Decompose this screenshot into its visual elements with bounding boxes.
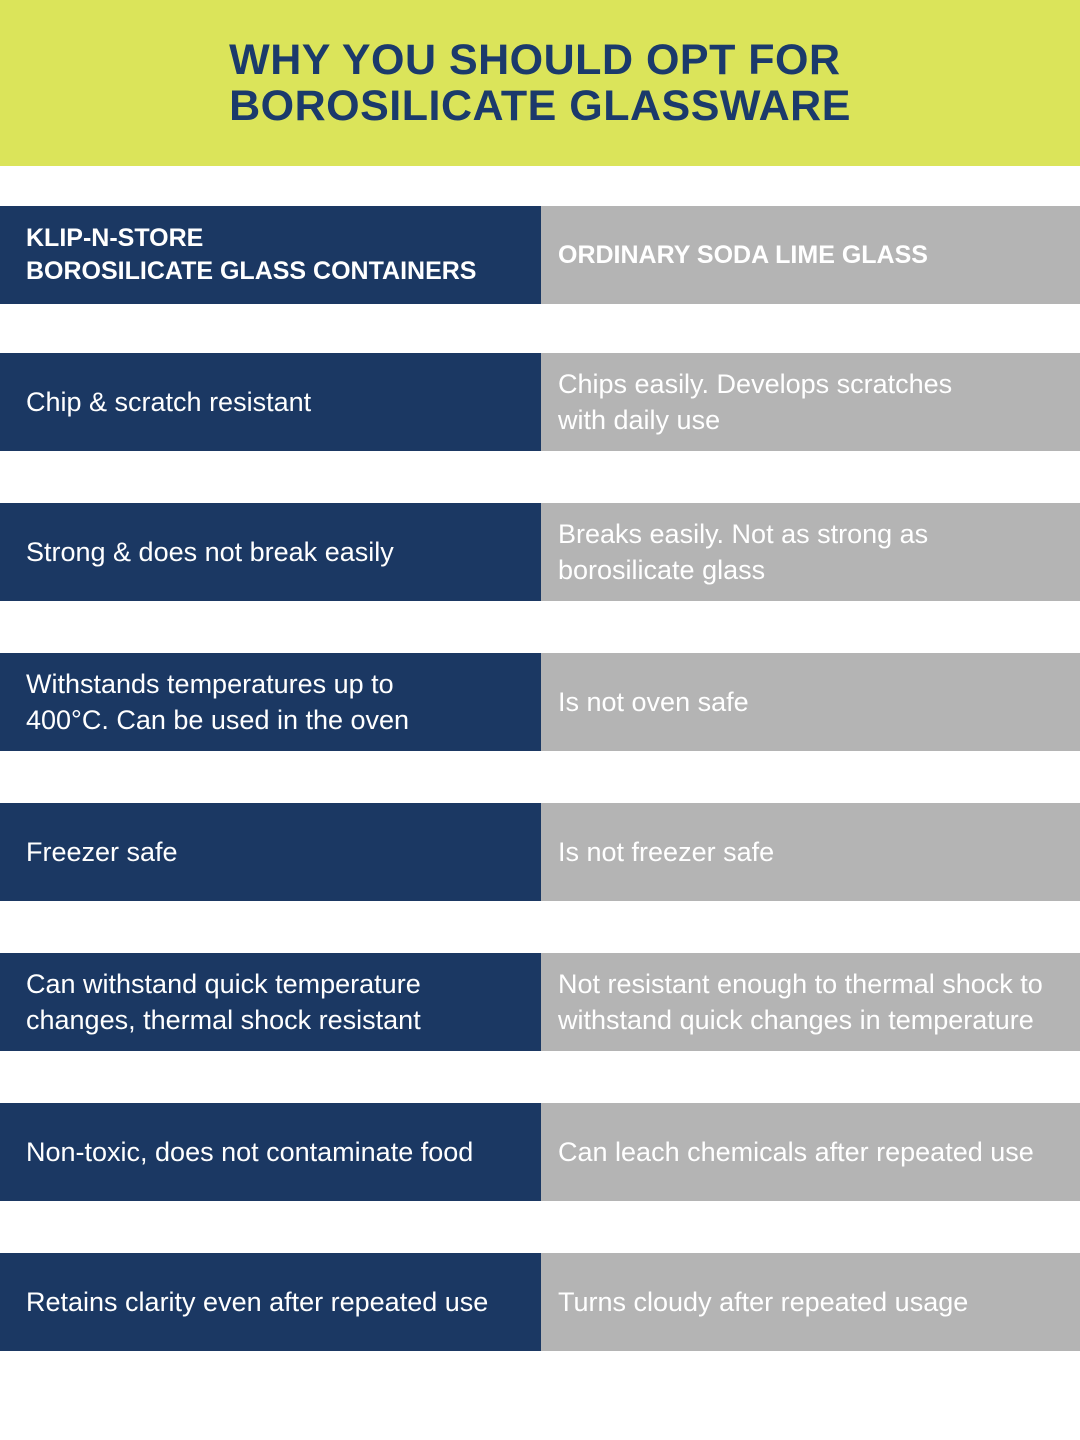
table-header: KLIP-N-STORE BOROSILICATE GLASS CONTAINER… <box>0 206 1080 304</box>
header-left-line-2: BOROSILICATE GLASS CONTAINERS <box>26 257 477 285</box>
cell-text: Can withstand quick temperature <box>26 969 421 999</box>
title-line-1: WHY YOU SHOULD OPT FOR <box>229 36 841 84</box>
borosilicate-cell: Freezer safe <box>0 803 541 901</box>
table-row: Non-toxic, does not contaminate food Can … <box>0 1103 1080 1201</box>
cell-text: Not resistant enough to thermal shock to <box>558 969 1043 999</box>
table-row: Withstands temperatures up to 400°C. Can … <box>0 653 1080 751</box>
header-right-text: ORDINARY SODA LIME GLASS <box>558 240 928 269</box>
borosilicate-cell: Strong & does not break easily <box>0 503 541 601</box>
cell-text: Non-toxic, does not contaminate food <box>26 1137 474 1167</box>
header-right: ORDINARY SODA LIME GLASS <box>541 206 1080 304</box>
cell-text: with daily use <box>558 405 721 435</box>
cell-text: Is not freezer safe <box>558 837 775 867</box>
cell-text: Withstands temperatures up to <box>26 669 394 699</box>
cell-text: 400°C. Can be used in the oven <box>26 705 410 735</box>
cell-text: Chip & scratch resistant <box>26 387 312 417</box>
soda-lime-cell: Not resistant enough to thermal shock to… <box>541 953 1080 1051</box>
cell-text: borosilicate glass <box>558 555 766 585</box>
table-row: Retains clarity even after repeated use T… <box>0 1253 1080 1351</box>
table-row: Freezer safe Is not freezer safe <box>0 803 1080 901</box>
soda-lime-cell: Is not freezer safe <box>541 803 1080 901</box>
borosilicate-cell: Non-toxic, does not contaminate food <box>0 1103 541 1201</box>
borosilicate-cell: Retains clarity even after repeated use <box>0 1253 541 1351</box>
title-line-2: BOROSILICATE GLASSWARE <box>229 82 851 130</box>
page-title: WHY YOU SHOULD OPT FOR BOROSILICATE GLASS… <box>229 37 851 129</box>
borosilicate-cell: Withstands temperatures up to 400°C. Can … <box>0 653 541 751</box>
cell-text: changes, thermal shock resistant <box>26 1005 421 1035</box>
title-banner: WHY YOU SHOULD OPT FOR BOROSILICATE GLASS… <box>0 0 1080 166</box>
table-row: Chip & scratch resistant Chips easily. De… <box>0 353 1080 451</box>
cell-text: withstand quick changes in temperature <box>558 1005 1034 1035</box>
cell-text: Chips easily. Develops scratches <box>558 369 953 399</box>
cell-text: Strong & does not break easily <box>26 537 394 567</box>
table-row: Can withstand quick temperature changes, … <box>0 953 1080 1051</box>
borosilicate-cell: Can withstand quick temperature changes, … <box>0 953 541 1051</box>
soda-lime-cell: Is not oven safe <box>541 653 1080 751</box>
borosilicate-cell: Chip & scratch resistant <box>0 353 541 451</box>
cell-text: Can leach chemicals after repeated use <box>558 1137 1034 1167</box>
cell-text: Freezer safe <box>26 837 178 867</box>
soda-lime-cell: Can leach chemicals after repeated use <box>541 1103 1080 1201</box>
soda-lime-cell: Chips easily. Develops scratches with dai… <box>541 353 1080 451</box>
cell-text: Retains clarity even after repeated use <box>26 1287 489 1317</box>
cell-text: Turns cloudy after repeated usage <box>558 1287 969 1317</box>
cell-text: Is not oven safe <box>558 687 749 717</box>
soda-lime-cell: Turns cloudy after repeated usage <box>541 1253 1080 1351</box>
cell-text: Breaks easily. Not as strong as <box>558 519 929 549</box>
header-left-line-1: KLIP-N-STORE <box>26 224 204 252</box>
table-row: Strong & does not break easily Breaks eas… <box>0 503 1080 601</box>
soda-lime-cell: Breaks easily. Not as strong as borosilic… <box>541 503 1080 601</box>
header-left: KLIP-N-STORE BOROSILICATE GLASS CONTAINER… <box>0 206 541 304</box>
